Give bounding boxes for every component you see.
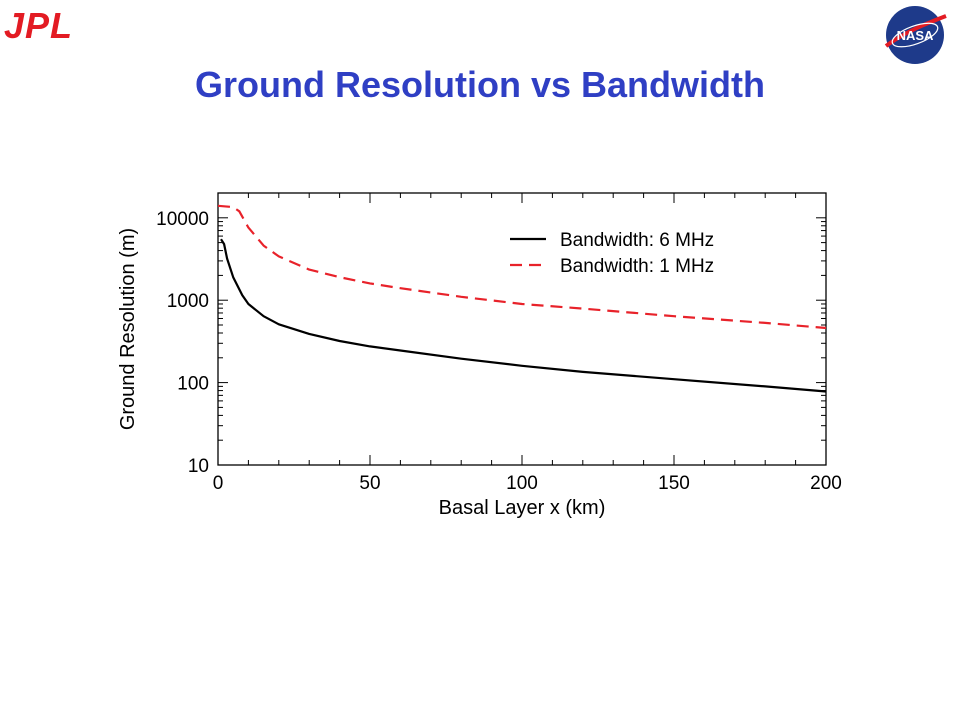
y-tick-label: 1000 <box>167 291 209 312</box>
series-line-1 <box>220 238 827 393</box>
y-tick-label: 10000 <box>156 209 209 230</box>
x-tick-label: 150 <box>658 473 690 494</box>
legend: Bandwidth: 6 MHz Bandwidth: 1 MHz <box>510 230 714 277</box>
x-tick-label: 100 <box>506 473 538 494</box>
series-line-2 <box>217 204 827 330</box>
slide-title: Ground Resolution vs Bandwidth <box>195 64 765 105</box>
x-axis-label: Basal Layer x (km) <box>439 497 606 519</box>
legend-label-2: Bandwidth: 1 MHz <box>560 256 714 277</box>
nasa-logo-swoosh <box>884 14 947 48</box>
jpl-logo: JPL <box>4 5 74 46</box>
nasa-logo-wordmark: NASA <box>897 28 934 43</box>
y-tick-label: 100 <box>177 374 209 395</box>
y-tick-label: 10 <box>188 456 209 477</box>
plot-frame <box>217 192 827 466</box>
nasa-logo: NASA <box>884 6 947 64</box>
axis-ticks: 0 50 100 150 200 10 100 1000 10000 <box>156 192 842 494</box>
series-lines <box>217 204 827 393</box>
x-tick-label: 200 <box>810 473 842 494</box>
y-axis-label: Ground Resolution (m) <box>117 228 139 430</box>
x-tick-label: 50 <box>359 473 380 494</box>
x-tick-label: 0 <box>213 473 224 494</box>
legend-label-1: Bandwidth: 6 MHz <box>560 230 714 251</box>
nasa-logo-orbit <box>891 22 939 48</box>
